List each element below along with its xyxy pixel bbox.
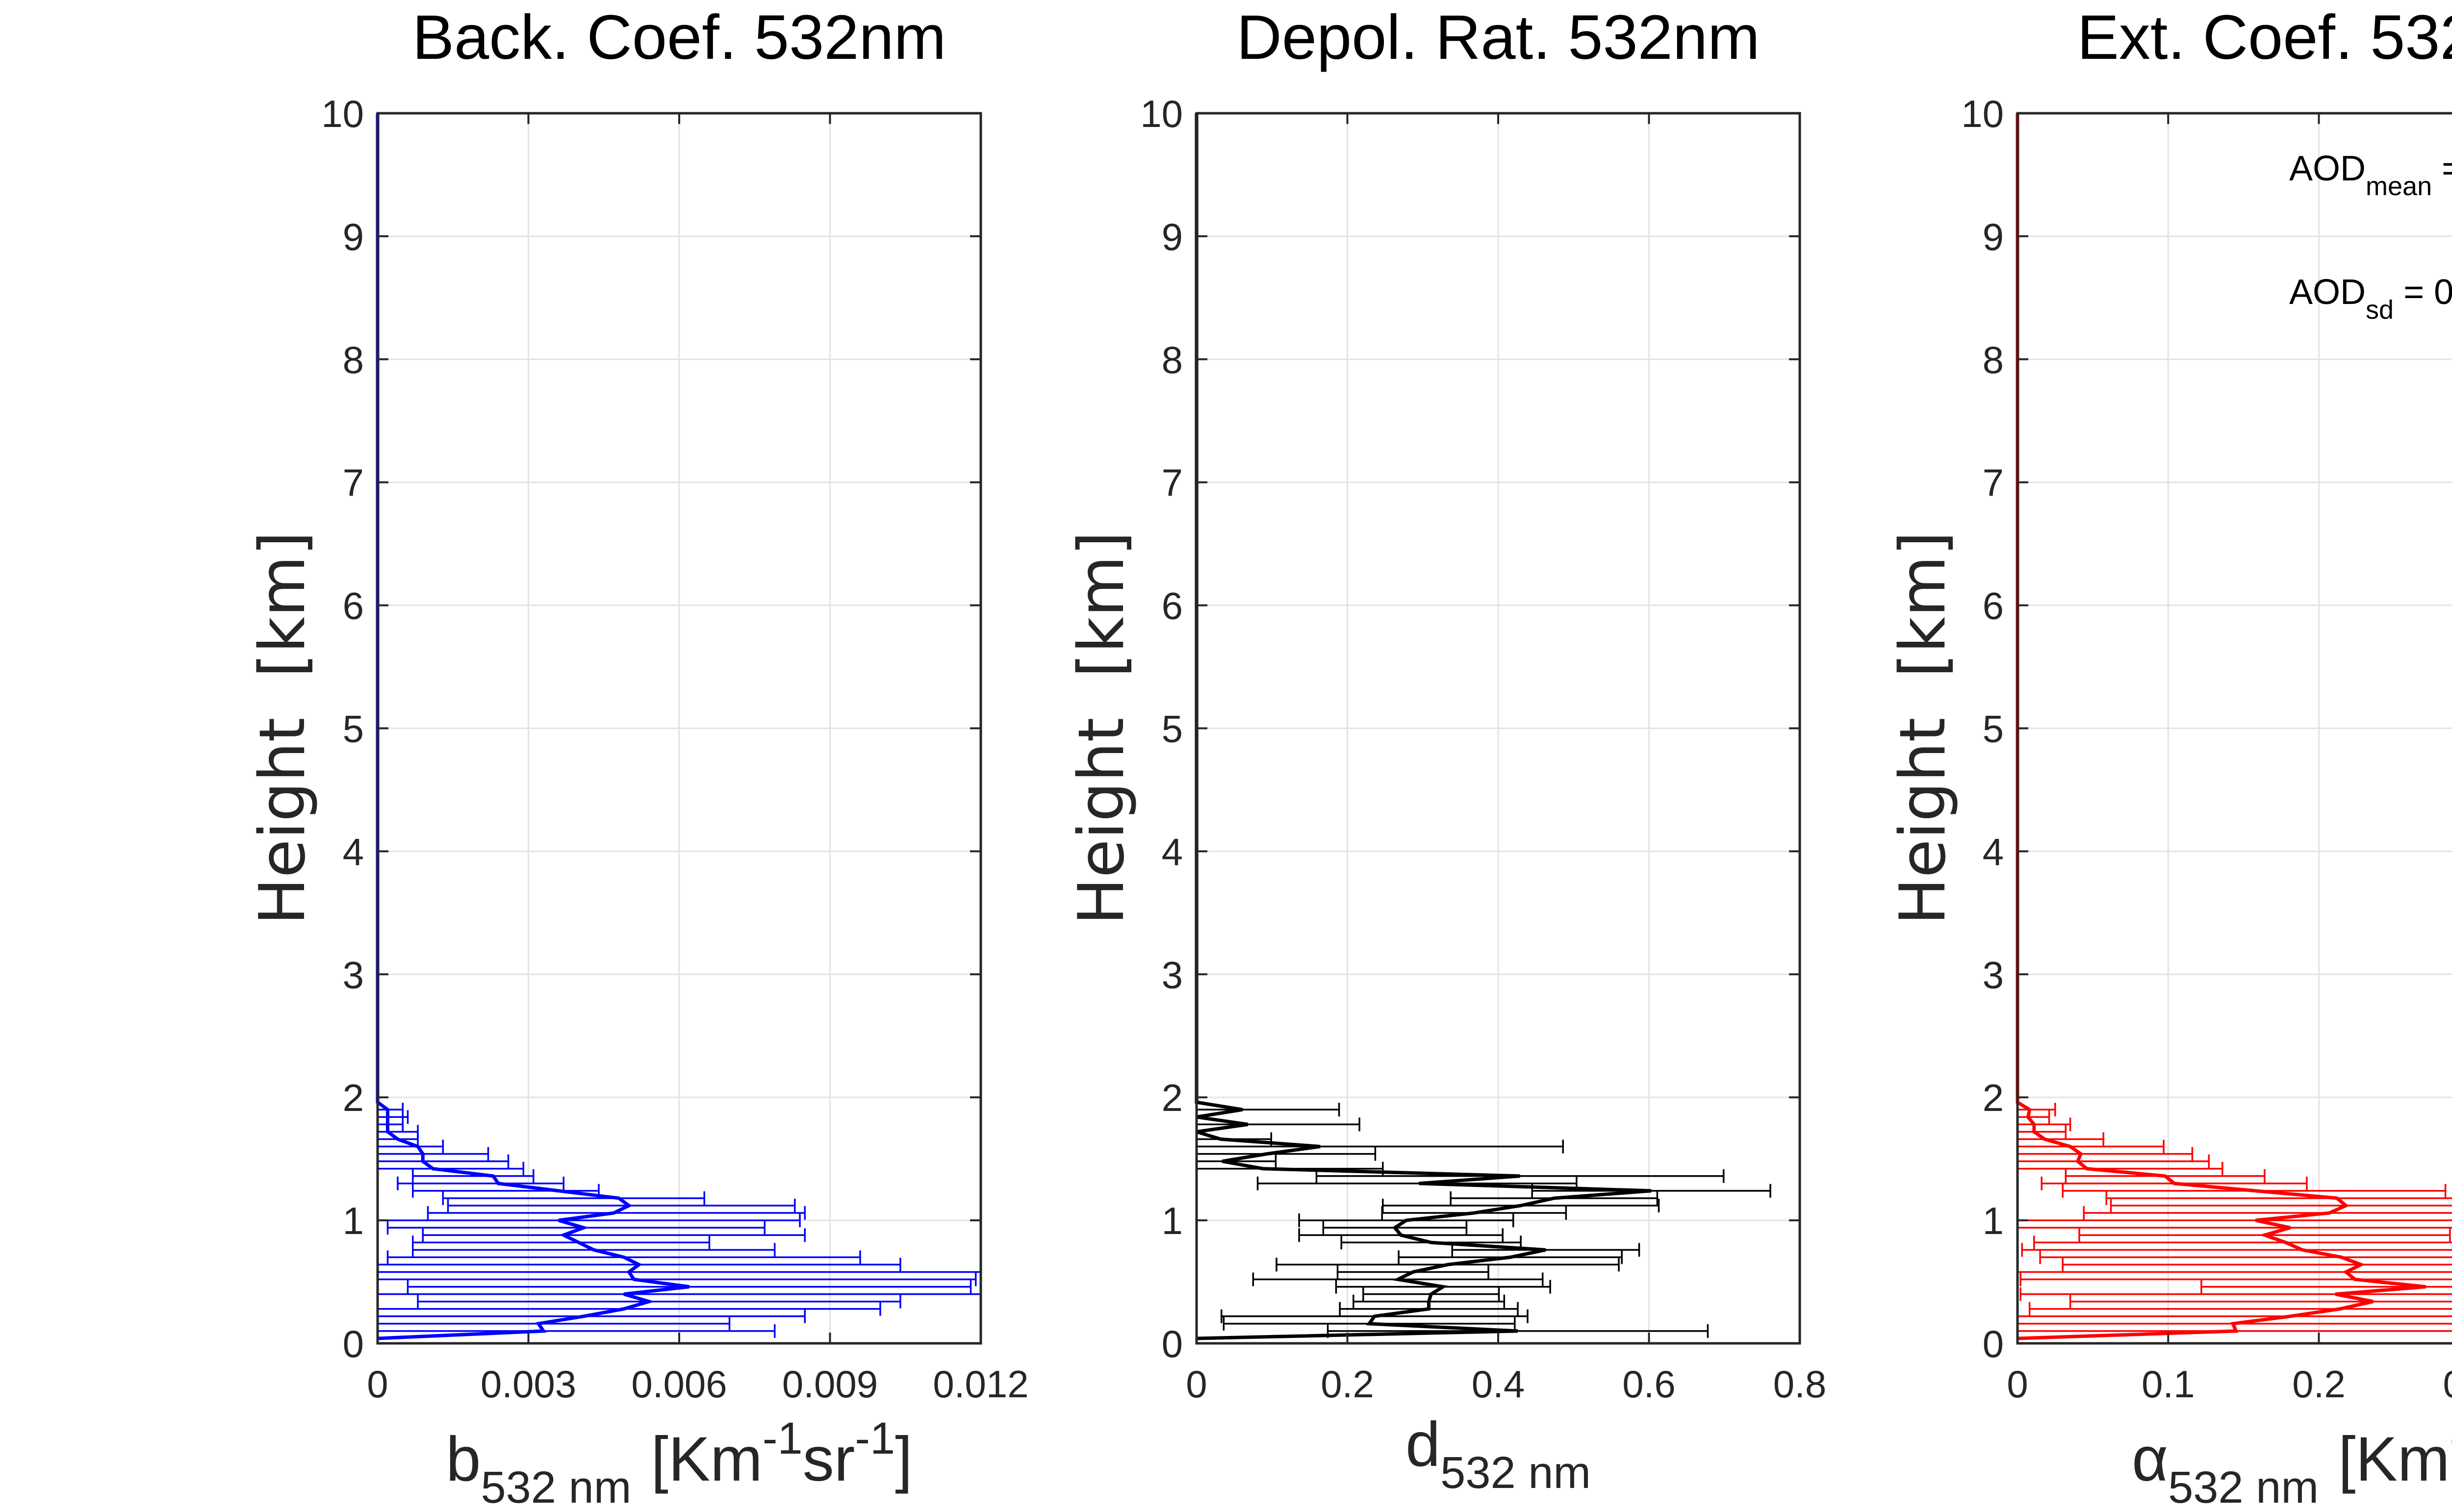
x-tick-label: 0.006 (631, 1362, 727, 1406)
x-axis-label: b532 nm [Km-1sr-1] (446, 1413, 912, 1512)
panel-depolarization: Depol. Rat. 532nm 0 0.2 0.4 0.6 0.8 0 1 2 3 4 5 6 7 8… (1065, 2, 1826, 1498)
aod-sd-annotation: AODsd = 0.291 (2289, 273, 2452, 325)
axes-box (376, 112, 982, 1345)
y-tick-label: 2 (1162, 1076, 1183, 1119)
y-tick-label: 9 (1983, 215, 2004, 258)
x-axis-label: α532 nm[Km-1] (2132, 1413, 2452, 1512)
tick-labels: 0 0.2 0.4 0.6 0.8 0 1 2 3 4 5 6 7 8 9 10 (1140, 92, 1826, 1406)
y-tick-label: 6 (343, 584, 364, 628)
y-tick-label: 6 (1162, 584, 1183, 628)
panel-title: Back. Coef. 532nm (412, 2, 946, 73)
y-tick-label: 0 (1162, 1322, 1183, 1365)
y-tick-label: 3 (1162, 953, 1183, 996)
y-tick-label: 4 (1162, 830, 1183, 873)
x-tick-label: 0.8 (1773, 1362, 1826, 1406)
panel-title: Depol. Rat. 532nm (1236, 2, 1760, 73)
y-tick-label: 2 (343, 1076, 364, 1119)
profile-line (376, 113, 690, 1340)
aod-mean-annotation: AODmean = 0.262 (2289, 149, 2452, 201)
x-tick-label: 0.2 (2292, 1362, 2345, 1406)
x-axis-label: d532 nm (1405, 1410, 1591, 1498)
y-tick-label: 0 (343, 1322, 364, 1365)
y-tick-label: 8 (1983, 338, 2004, 381)
grid (1197, 113, 1800, 1343)
y-axis-label: Height [km] (246, 531, 319, 925)
y-tick-label: 4 (343, 830, 364, 873)
x-tick-label: 0.4 (1472, 1362, 1525, 1406)
x-tick-label: 0.6 (1622, 1362, 1675, 1406)
y-tick-label: 10 (321, 92, 364, 135)
panel-title: Ext. Coef. 532nm (2077, 2, 2452, 73)
y-tick-label: 8 (1162, 338, 1183, 381)
y-tick-label: 3 (1983, 953, 2004, 996)
x-tick-label: 0.3 (2443, 1362, 2452, 1406)
grid (2018, 113, 2452, 1343)
y-tick-label: 5 (1162, 707, 1183, 751)
y-tick-label: 7 (1162, 461, 1183, 504)
y-axis-label: Height [km] (1887, 531, 1960, 925)
y-tick-label: 5 (343, 707, 364, 751)
panel-extinction: Ext. Coef. 532nm 00.10.20.30.40123456789… (1887, 2, 2452, 1512)
tick-labels: 00.10.20.30.4012345678910 (1961, 92, 2452, 1406)
y-tick-label: 2 (1983, 1076, 2004, 1119)
y-tick-label: 7 (343, 461, 364, 504)
y-tick-label: 9 (343, 215, 364, 258)
y-tick-label: 5 (1983, 707, 2004, 751)
y-tick-label: 1 (1162, 1199, 1183, 1242)
y-tick-label: 4 (1983, 830, 2004, 873)
x-tick-label: 0.012 (933, 1362, 1028, 1406)
y-axis-label: Height [km] (1065, 531, 1138, 925)
axes-box (1195, 112, 1801, 1345)
y-tick-label: 9 (1162, 215, 1183, 258)
y-tick-label: 10 (1140, 92, 1183, 135)
profile-line-depolarization_532 (1195, 113, 1652, 1340)
panel-backscatter: Back. Coef. 532nm 0 0.003 0.006 0.009 0.0120… (246, 2, 1029, 1512)
y-tick-label: 6 (1983, 584, 2004, 628)
y-tick-label: 7 (1983, 461, 2004, 504)
y-tick-label: 1 (1983, 1199, 2004, 1242)
x-tick-label: 0 (367, 1362, 388, 1406)
y-tick-label: 0 (1983, 1322, 2004, 1365)
tick-labels: 0 0.003 0.006 0.009 0.012 0 1 2 3 4 5 6 7 8 9 10 (321, 92, 1028, 1406)
x-tick-label: 0 (2007, 1362, 2028, 1406)
y-tick-label: 1 (343, 1199, 364, 1242)
grid (378, 113, 981, 1343)
y-tick-label: 8 (343, 338, 364, 381)
profile-line-backscatter_532 (376, 113, 690, 1340)
profile-line (2016, 113, 2426, 1340)
y-tick-label: 3 (343, 953, 364, 996)
x-tick-label: 0 (1186, 1362, 1207, 1406)
profile-line (1195, 113, 1652, 1340)
axes-box (2016, 112, 2452, 1345)
profile-line-extinction_532 (2016, 113, 2426, 1340)
x-tick-label: 0.003 (481, 1362, 576, 1406)
y-tick-label: 10 (1961, 92, 2004, 135)
x-tick-label: 0.009 (782, 1362, 878, 1406)
x-tick-label: 0.2 (1321, 1362, 1374, 1406)
x-tick-label: 0.1 (2142, 1362, 2195, 1406)
